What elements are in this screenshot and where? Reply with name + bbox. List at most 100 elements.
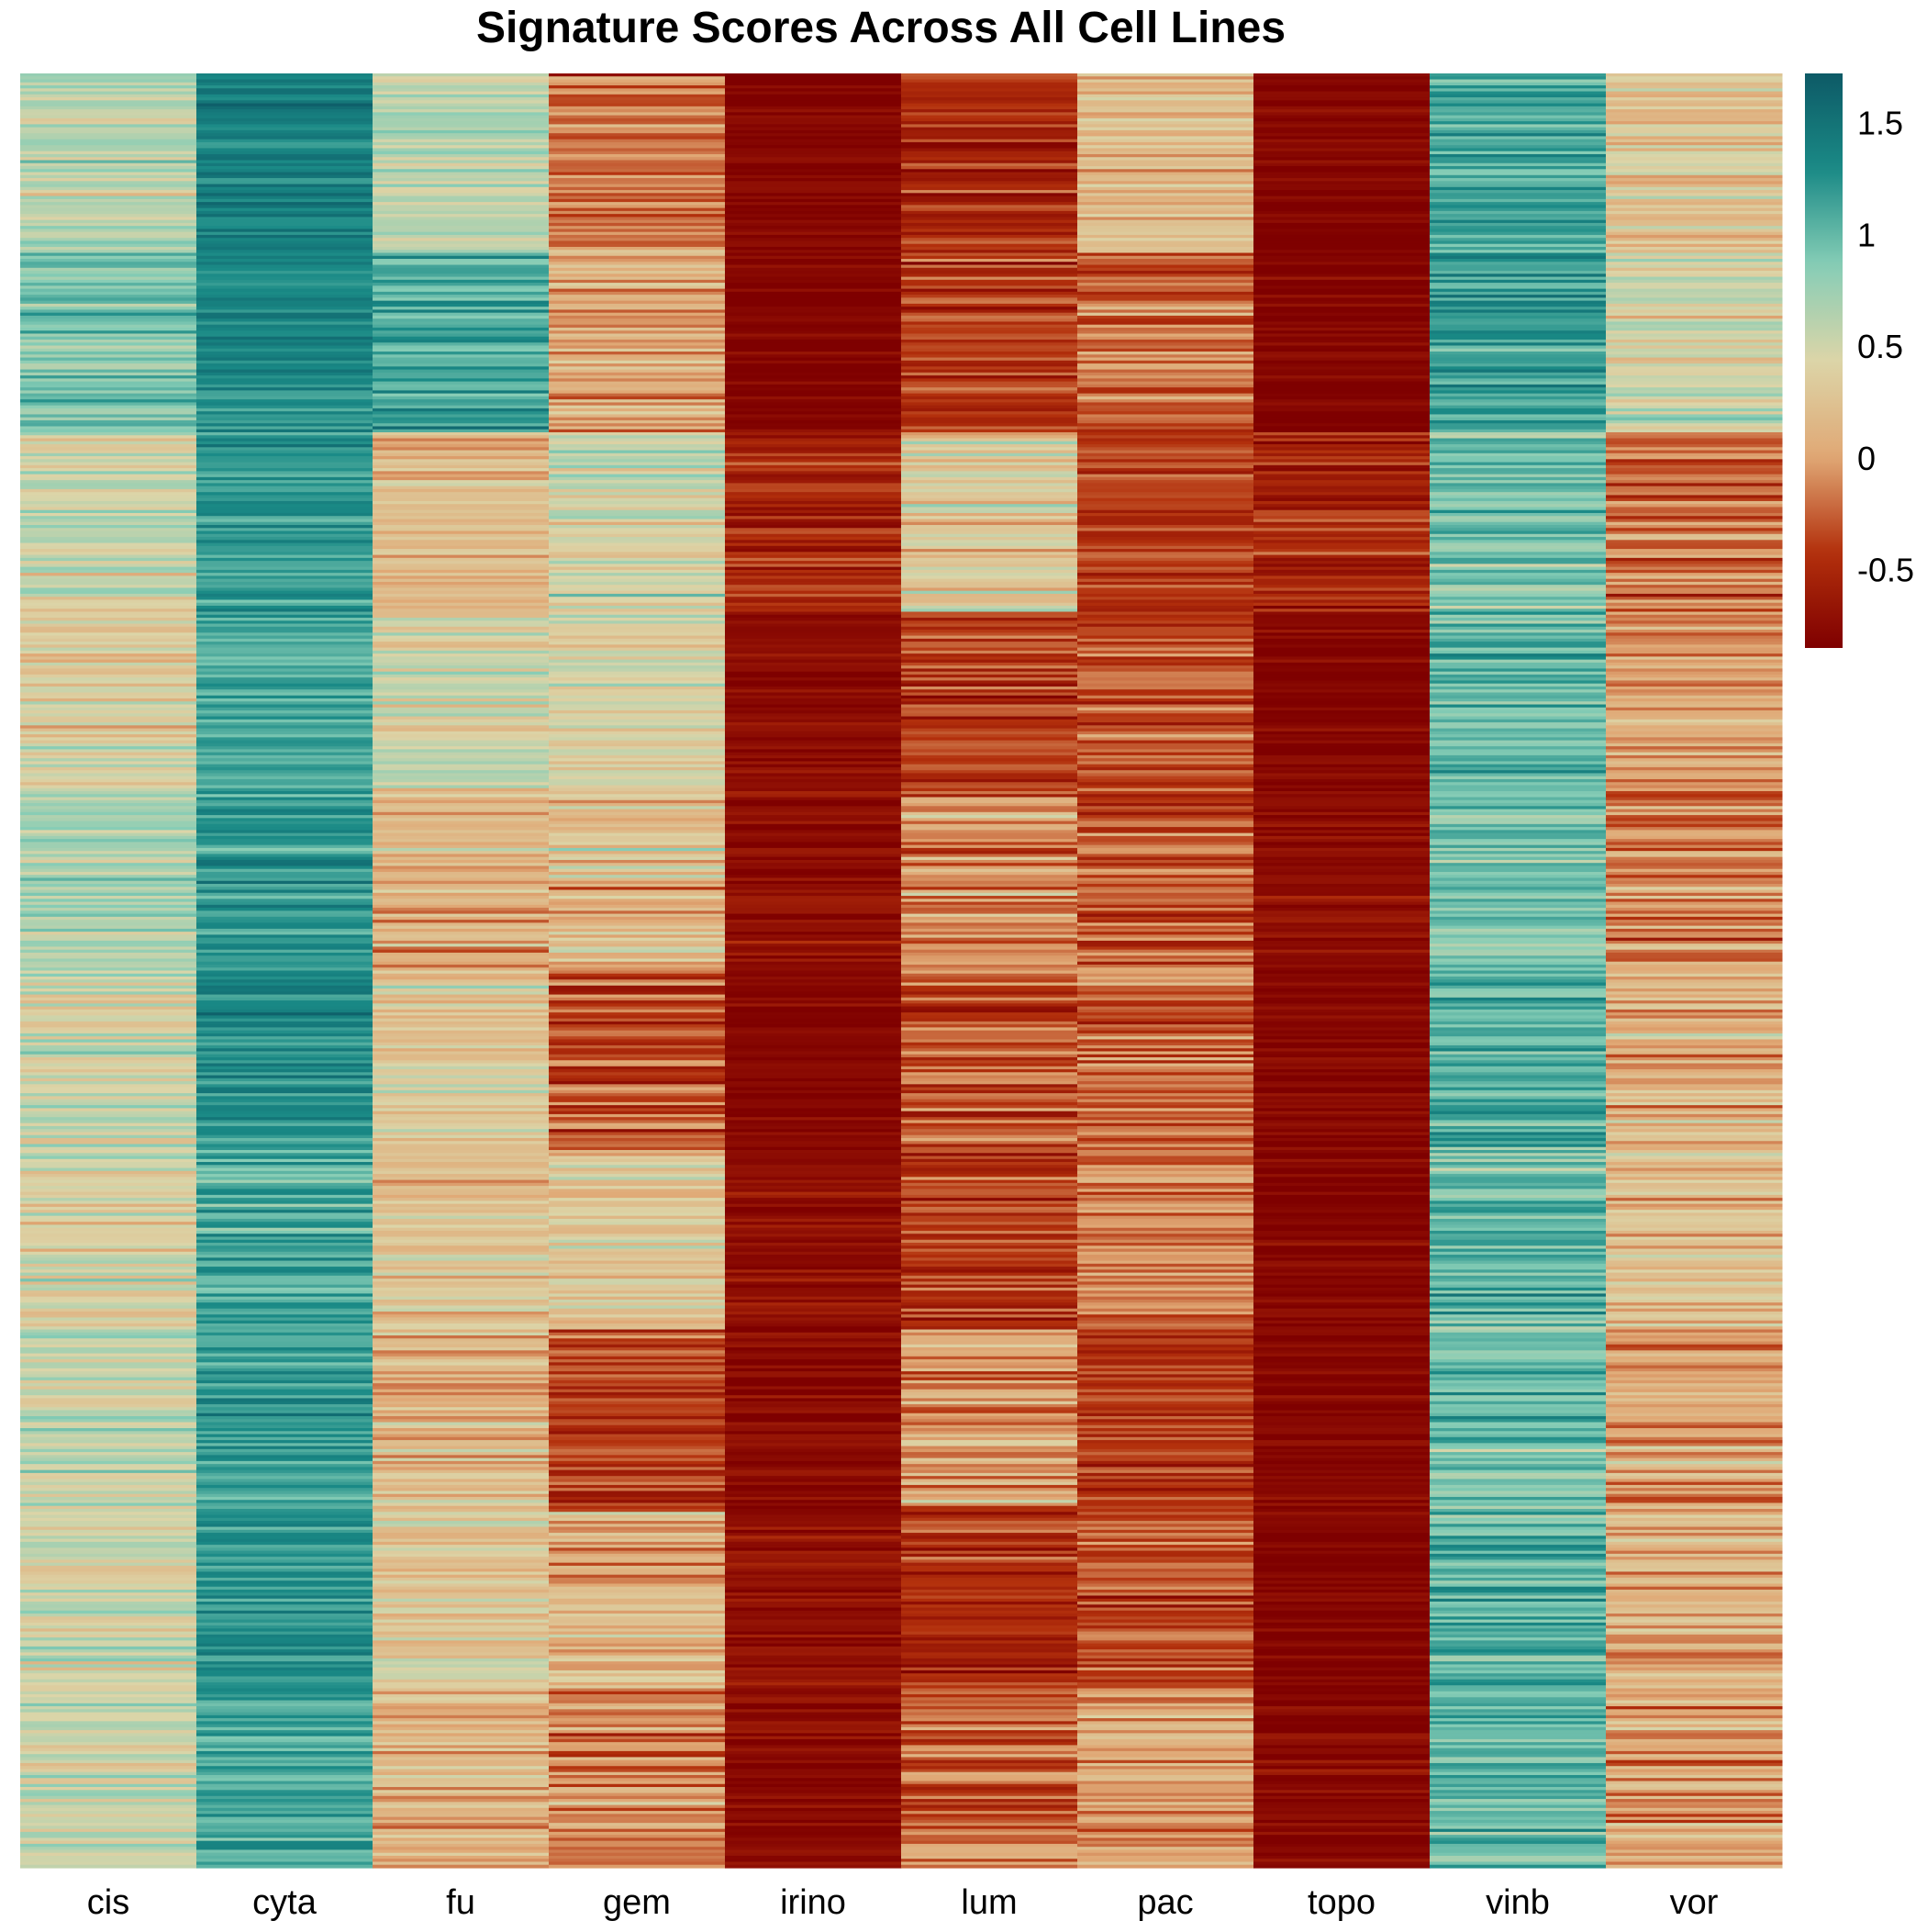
heatmap-cell (20, 710, 197, 714)
heatmap-cell (1253, 112, 1431, 117)
heatmap-cell (196, 178, 373, 182)
heatmap-cell (20, 811, 197, 816)
heatmap-cell (20, 1222, 197, 1226)
heatmap-cell (1253, 647, 1431, 652)
heatmap-cell (549, 1122, 726, 1127)
heatmap-cell (725, 1658, 902, 1662)
heatmap-cell (373, 1144, 550, 1148)
heatmap-cell (1253, 809, 1431, 813)
heatmap-cell (373, 1640, 550, 1645)
heatmap-cell (725, 1774, 902, 1779)
heatmap-cell (20, 366, 197, 371)
heatmap-cell (20, 198, 197, 203)
heatmap-cell (1253, 1424, 1431, 1429)
heatmap-cell (549, 396, 726, 400)
heatmap-cell (196, 932, 373, 935)
heatmap-cell (901, 476, 1078, 481)
heatmap-cell (549, 1150, 726, 1154)
heatmap-cell (549, 279, 726, 284)
heatmap-cell (901, 569, 1078, 574)
heatmap-cell (549, 378, 726, 383)
heatmap-cell (196, 402, 373, 407)
heatmap-cell (549, 1491, 726, 1495)
heatmap-cell (1253, 468, 1431, 472)
heatmap-cell (549, 262, 726, 266)
heatmap-cell (725, 1245, 902, 1250)
heatmap-cell (373, 1290, 550, 1294)
heatmap-cell (725, 1203, 902, 1208)
heatmap-cell (1077, 190, 1254, 194)
heatmap-cell (1253, 88, 1431, 93)
heatmap-cell (549, 97, 726, 101)
heatmap-cell (1253, 1792, 1431, 1797)
heatmap-cell (901, 402, 1078, 407)
heatmap-cell (373, 1051, 550, 1055)
heatmap-cell (549, 1201, 726, 1205)
heatmap-cell (549, 1248, 726, 1253)
heatmap-cell (196, 1293, 373, 1298)
heatmap-cell (725, 435, 902, 440)
heatmap-cell (1077, 773, 1254, 777)
heatmap-cell (20, 1021, 197, 1025)
heatmap-cell (1077, 414, 1254, 419)
heatmap-cell (20, 85, 197, 89)
heatmap-cell (196, 1317, 373, 1322)
heatmap-cell (196, 611, 373, 616)
heatmap-cell (901, 1012, 1078, 1016)
heatmap-cell (1253, 644, 1431, 649)
heatmap-cell (1253, 1545, 1431, 1548)
heatmap-cell (1253, 683, 1431, 687)
heatmap-cell (725, 384, 902, 388)
heatmap-cell (1077, 184, 1254, 188)
heatmap-cell (20, 497, 197, 502)
heatmap-cell (901, 190, 1078, 194)
heatmap-cell (901, 327, 1078, 331)
heatmap-cell (1077, 851, 1254, 855)
heatmap-cell (1253, 1415, 1431, 1420)
heatmap-cell (1430, 217, 1607, 221)
heatmap-cell (20, 291, 197, 296)
heatmap-cell (549, 1622, 726, 1626)
heatmap-cell (725, 432, 902, 436)
heatmap-cell (1077, 1206, 1254, 1211)
heatmap-cell (20, 635, 197, 640)
heatmap-cell (373, 231, 550, 236)
heatmap-cell (901, 856, 1078, 861)
heatmap-cell (196, 785, 373, 789)
heatmap-cell (1077, 1759, 1254, 1764)
heatmap-cell (196, 1111, 373, 1115)
heatmap-cell (1253, 1694, 1431, 1698)
heatmap-cell (725, 1646, 902, 1650)
heatmap-cell (196, 749, 373, 754)
heatmap-cell (196, 1096, 373, 1100)
heatmap-cell (901, 770, 1078, 775)
heatmap-cell (1253, 537, 1431, 541)
heatmap-cell (196, 1338, 373, 1343)
heatmap-cell (549, 1736, 726, 1740)
heatmap-cell (1077, 1577, 1254, 1581)
heatmap-cell (20, 1243, 197, 1246)
heatmap-cell (373, 390, 550, 395)
heatmap-cell (20, 1559, 197, 1564)
heatmap-cell (725, 1569, 902, 1573)
heatmap-cell (20, 205, 197, 209)
heatmap-cell (549, 540, 726, 544)
heatmap-cell (725, 186, 902, 191)
heatmap-cell (1077, 689, 1254, 694)
heatmap-cell (725, 1101, 902, 1106)
heatmap-cell (901, 961, 1078, 966)
heatmap-cell (549, 542, 726, 547)
heatmap-cell (901, 1415, 1078, 1420)
heatmap-cell (1077, 435, 1254, 440)
heatmap-cell (373, 892, 550, 897)
heatmap-cell (196, 1859, 373, 1863)
heatmap-cell (196, 761, 373, 765)
heatmap-cell (549, 205, 726, 209)
heatmap-cell (901, 1685, 1078, 1690)
heatmap-cell (373, 369, 550, 374)
heatmap-cell (1077, 1431, 1254, 1435)
heatmap-cell (1430, 271, 1607, 274)
heatmap-cell (196, 166, 373, 170)
heatmap-cell (725, 1021, 902, 1025)
heatmap-cell (1253, 686, 1431, 690)
